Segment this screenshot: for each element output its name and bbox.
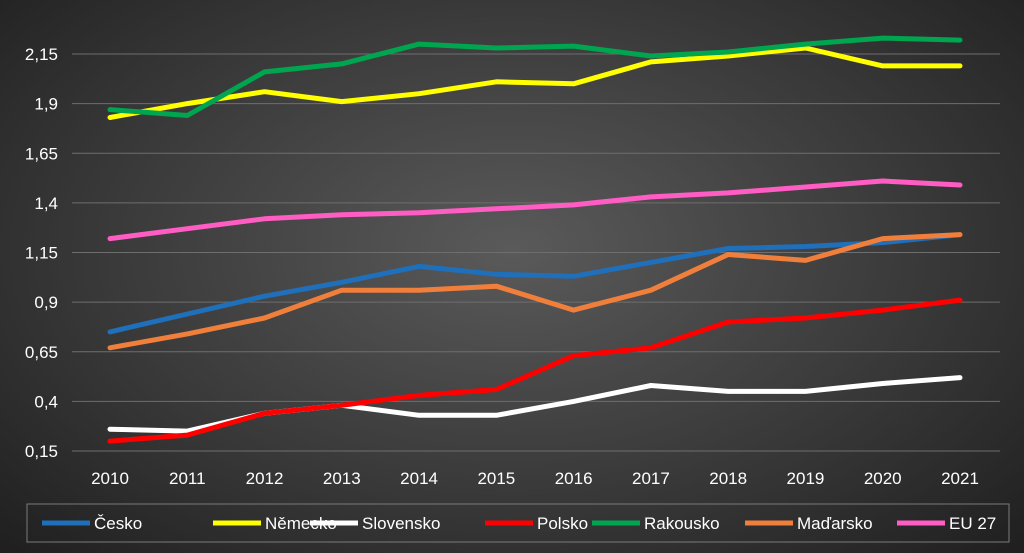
- y-axis-tick-labels: 0,15 0,4 0,65 0,9 1,15 1,4 1,65 1,9 2,15: [25, 45, 58, 461]
- legend-label: Rakousko: [644, 514, 720, 533]
- y-tick-label: 0,15: [25, 442, 58, 461]
- x-tick-label: 2012: [246, 469, 284, 488]
- series-line-polsko: [107, 297, 963, 444]
- x-tick-label: 2013: [323, 469, 361, 488]
- x-tick-label: 2011: [169, 469, 206, 488]
- y-tick-label: 0,4: [34, 392, 58, 411]
- series-line-maďarsko: [107, 232, 963, 351]
- x-tick-label: 2019: [787, 469, 825, 488]
- y-tick-label: 1,15: [25, 244, 58, 263]
- series-line-eu-27: [107, 178, 963, 242]
- legend-label: Maďarsko: [797, 514, 873, 533]
- x-tick-label: 2021: [941, 469, 979, 488]
- x-axis-tick-labels: 2010 2011 2012 2013 2014 2015 2016 2017 2018 2019…: [91, 469, 979, 488]
- series-line-německo: [107, 45, 963, 120]
- legend-label: Polsko: [537, 514, 588, 533]
- legend-label: Německo: [265, 514, 337, 533]
- y-tick-label: 0,65: [25, 343, 58, 362]
- legend-label: Slovensko: [362, 514, 440, 533]
- legend: Česko Německo Slovensko Polsko Rakousko Maďar…: [26, 503, 1010, 543]
- x-tick-label: 2016: [555, 469, 593, 488]
- legend-label: Česko: [94, 514, 142, 533]
- x-tick-label: 2017: [632, 469, 670, 488]
- x-tick-label: 2010: [91, 469, 129, 488]
- y-tick-label: 0,9: [34, 293, 58, 312]
- y-tick-label: 1,9: [34, 95, 58, 114]
- x-tick-label: 2015: [477, 469, 515, 488]
- x-tick-label: 2014: [400, 469, 438, 488]
- y-tick-label: 1,65: [25, 144, 58, 163]
- legend-label: EU 27: [949, 514, 996, 533]
- series-lines: [107, 35, 963, 444]
- series-line-rakousko: [107, 35, 963, 118]
- x-tick-label: 2020: [864, 469, 902, 488]
- y-tick-label: 1,4: [34, 194, 58, 213]
- x-tick-label: 2018: [709, 469, 747, 488]
- legend-box: [26, 503, 1010, 543]
- y-tick-label: 2,15: [25, 45, 58, 64]
- series-line-česko: [107, 232, 963, 335]
- gridlines: [72, 53, 1000, 452]
